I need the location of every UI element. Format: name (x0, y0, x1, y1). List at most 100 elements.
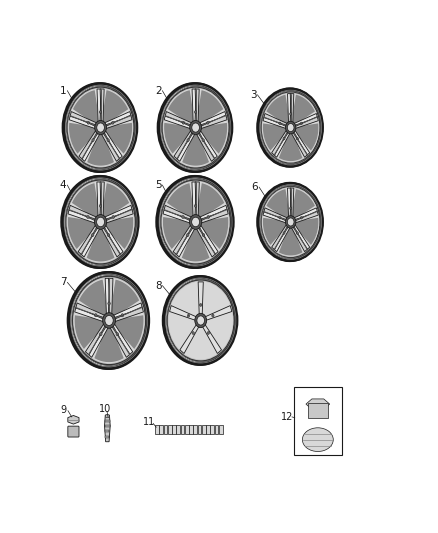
Ellipse shape (188, 315, 189, 317)
Ellipse shape (182, 216, 184, 218)
Bar (210, 425, 214, 434)
Polygon shape (105, 415, 110, 442)
Polygon shape (170, 305, 197, 320)
Ellipse shape (69, 272, 149, 369)
Ellipse shape (92, 233, 94, 237)
Text: 10: 10 (99, 403, 111, 414)
Ellipse shape (190, 215, 202, 229)
Ellipse shape (112, 215, 114, 219)
Polygon shape (294, 208, 318, 220)
Text: 11: 11 (143, 417, 155, 427)
Ellipse shape (193, 332, 194, 334)
Text: 6: 6 (252, 182, 258, 192)
Ellipse shape (66, 85, 136, 170)
Polygon shape (199, 131, 217, 159)
Polygon shape (295, 211, 318, 223)
Bar (155, 425, 159, 434)
Polygon shape (97, 182, 101, 216)
Polygon shape (75, 307, 104, 321)
Bar (219, 425, 223, 434)
Ellipse shape (290, 112, 292, 115)
Ellipse shape (122, 314, 123, 316)
Polygon shape (192, 182, 196, 216)
Polygon shape (201, 209, 228, 223)
Polygon shape (293, 224, 310, 249)
Polygon shape (294, 218, 318, 245)
Polygon shape (195, 182, 199, 216)
Bar (105, 425, 110, 427)
Ellipse shape (112, 122, 113, 124)
Polygon shape (68, 416, 79, 424)
Ellipse shape (108, 234, 109, 236)
Polygon shape (163, 217, 191, 249)
Ellipse shape (200, 304, 201, 306)
Bar (177, 425, 180, 434)
Ellipse shape (100, 205, 101, 207)
Text: 3: 3 (250, 90, 257, 100)
Polygon shape (204, 305, 232, 320)
Ellipse shape (297, 138, 298, 140)
Polygon shape (192, 89, 196, 122)
Polygon shape (105, 217, 133, 249)
Polygon shape (104, 111, 131, 125)
Ellipse shape (262, 188, 319, 256)
Ellipse shape (162, 182, 229, 262)
Ellipse shape (87, 216, 88, 218)
Polygon shape (180, 324, 199, 353)
Polygon shape (293, 130, 310, 155)
Ellipse shape (262, 93, 319, 162)
Ellipse shape (279, 216, 281, 219)
Ellipse shape (202, 233, 205, 237)
Text: 1: 1 (60, 86, 67, 95)
Ellipse shape (261, 185, 321, 258)
Ellipse shape (283, 138, 285, 140)
Polygon shape (101, 133, 120, 161)
Bar (106, 435, 109, 438)
Polygon shape (182, 228, 209, 262)
Polygon shape (279, 227, 303, 255)
Bar (294, 387, 342, 455)
Ellipse shape (95, 215, 107, 229)
Polygon shape (104, 225, 123, 255)
Ellipse shape (192, 123, 199, 132)
Ellipse shape (68, 88, 133, 167)
Ellipse shape (212, 314, 214, 317)
Polygon shape (110, 326, 130, 357)
Ellipse shape (187, 314, 190, 317)
Polygon shape (274, 227, 290, 252)
Polygon shape (173, 225, 192, 255)
Ellipse shape (283, 232, 285, 234)
Polygon shape (81, 227, 100, 257)
Ellipse shape (67, 182, 134, 262)
Polygon shape (101, 227, 120, 257)
Ellipse shape (160, 179, 231, 265)
Polygon shape (113, 303, 142, 318)
Polygon shape (197, 183, 224, 219)
Ellipse shape (63, 176, 138, 268)
Polygon shape (100, 89, 104, 122)
Polygon shape (113, 324, 133, 355)
Text: 7: 7 (60, 277, 67, 287)
Bar (215, 425, 218, 434)
Ellipse shape (117, 333, 118, 335)
Polygon shape (266, 95, 290, 125)
Ellipse shape (164, 276, 237, 365)
Polygon shape (200, 217, 228, 249)
Ellipse shape (286, 216, 296, 228)
Polygon shape (105, 278, 110, 314)
Ellipse shape (112, 122, 114, 124)
Ellipse shape (187, 234, 188, 236)
Polygon shape (197, 90, 223, 124)
Polygon shape (306, 399, 330, 409)
Ellipse shape (99, 205, 102, 207)
Ellipse shape (64, 83, 137, 172)
Polygon shape (292, 189, 315, 219)
Ellipse shape (195, 313, 207, 328)
Polygon shape (279, 133, 303, 161)
Ellipse shape (74, 278, 144, 363)
Ellipse shape (207, 215, 209, 219)
Ellipse shape (92, 234, 93, 236)
Ellipse shape (202, 140, 204, 141)
Polygon shape (79, 131, 97, 159)
Ellipse shape (261, 187, 320, 257)
